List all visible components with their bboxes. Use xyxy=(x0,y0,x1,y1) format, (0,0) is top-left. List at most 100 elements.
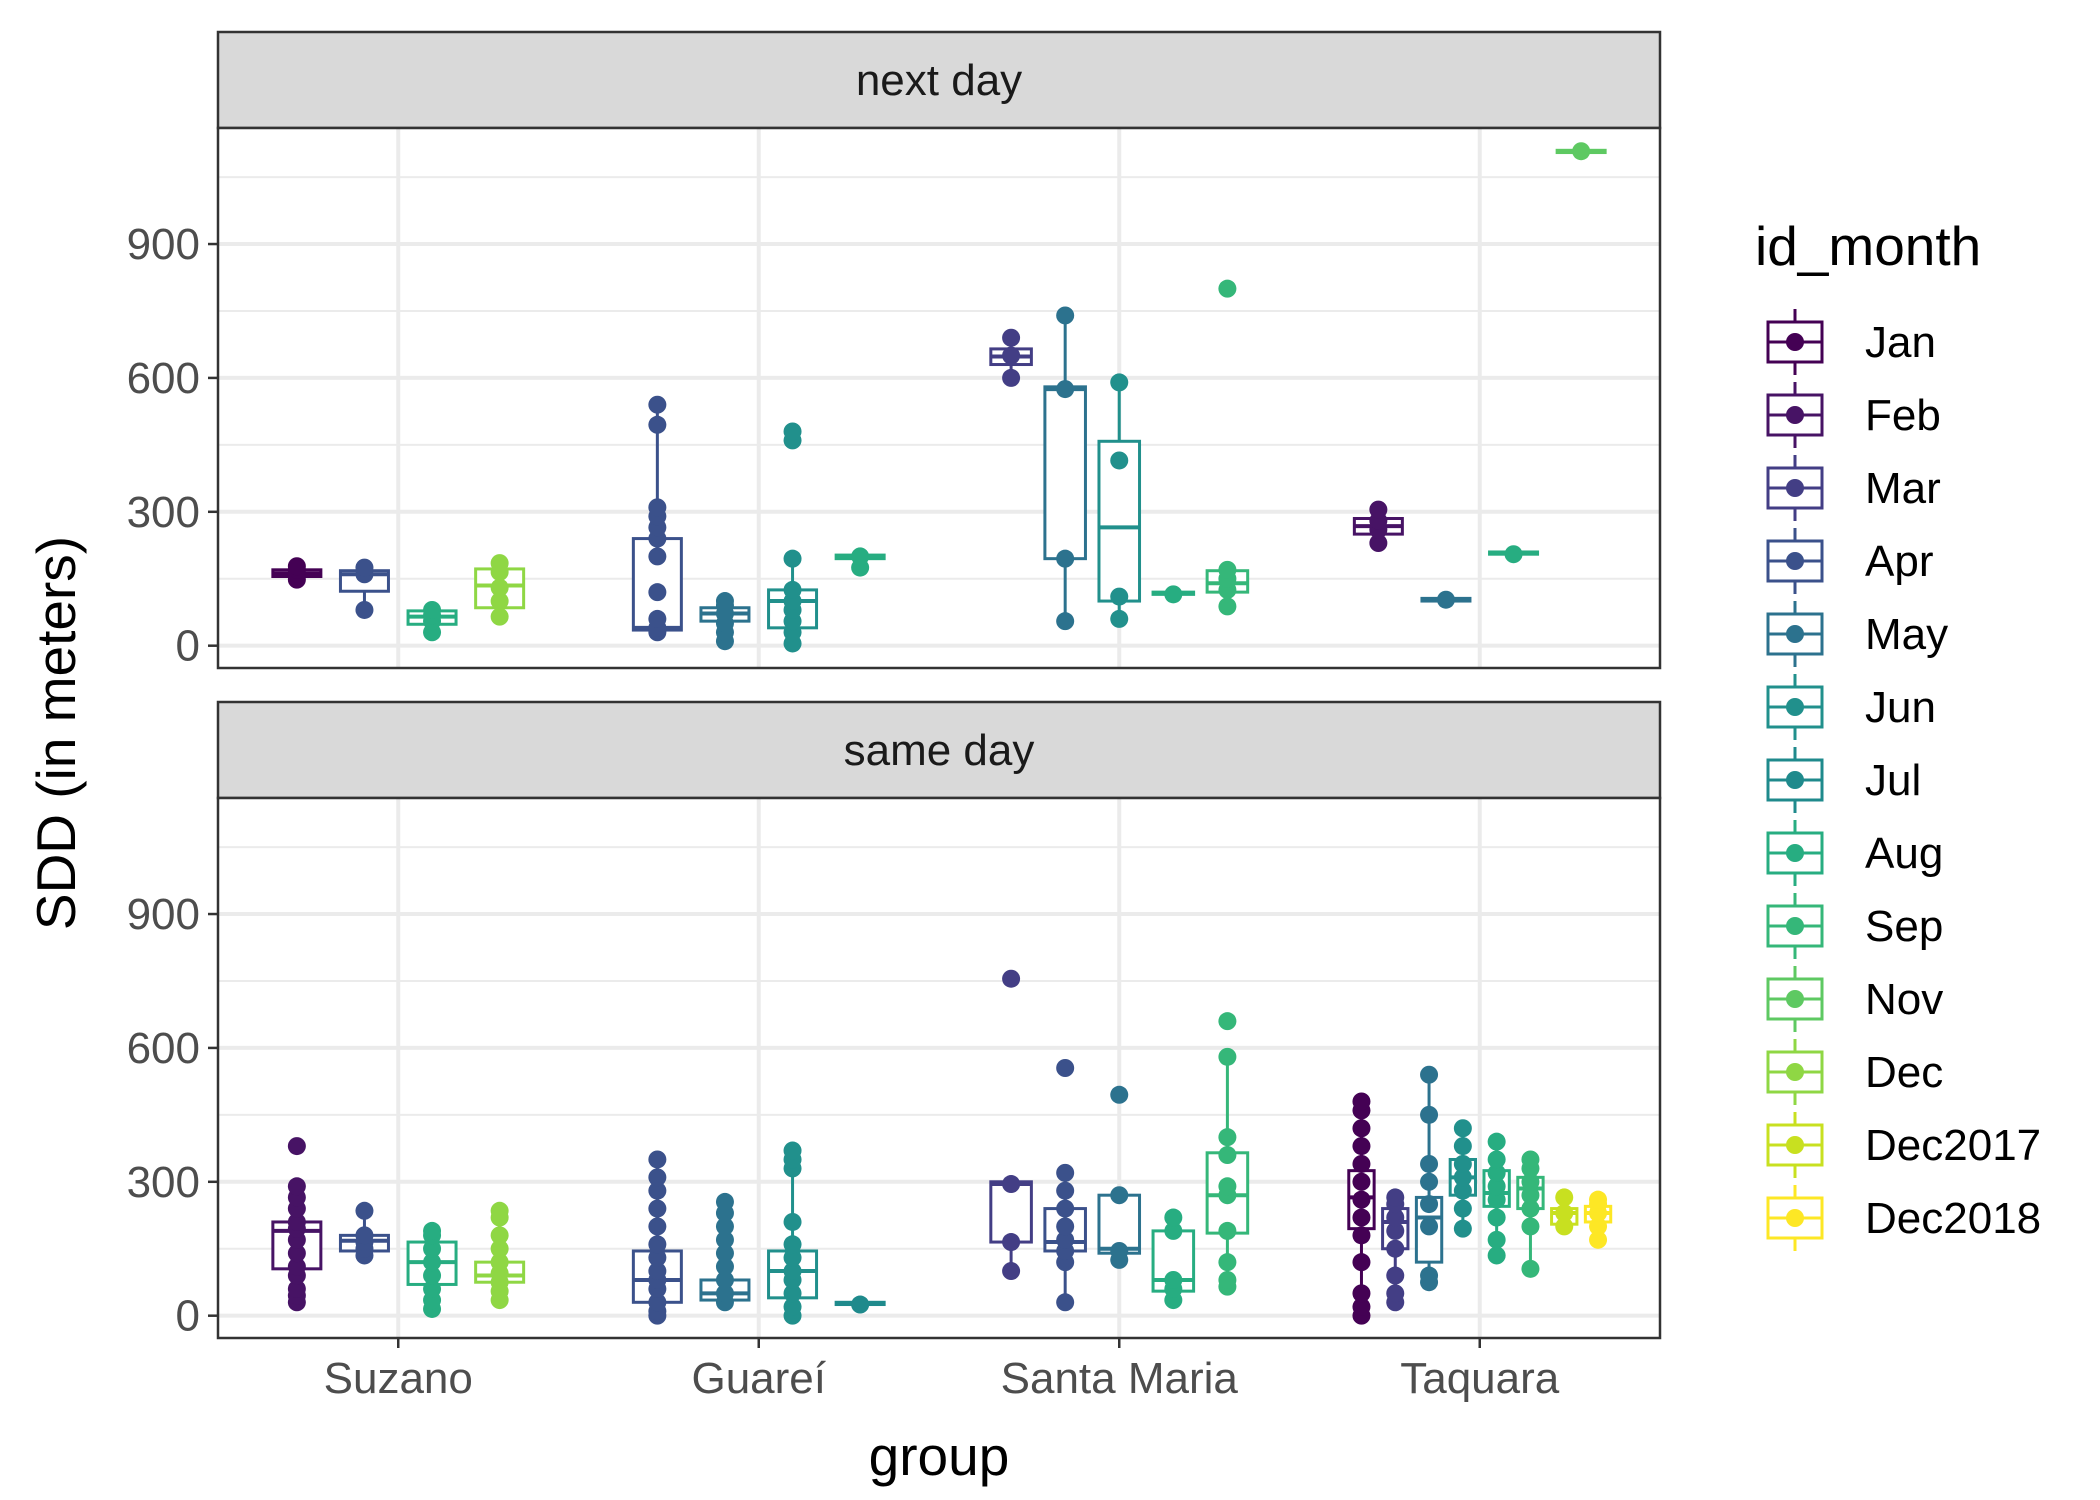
data-point xyxy=(783,1212,802,1231)
data-point xyxy=(1110,373,1129,392)
box-santa-maria-jun xyxy=(1097,373,1142,628)
data-point xyxy=(1218,1253,1237,1272)
x-tick-label-taquara: Taquara xyxy=(1400,1354,1560,1403)
panel-border-next-day xyxy=(216,126,1662,670)
data-point xyxy=(1521,1150,1540,1169)
box-guarei-jun xyxy=(767,422,819,653)
data-point xyxy=(1555,1188,1574,1207)
data-point xyxy=(1352,1253,1371,1272)
box-taquara-nov xyxy=(1555,142,1607,161)
data-point xyxy=(1056,306,1075,325)
legend-item-feb: Feb xyxy=(1766,382,1941,448)
data-point xyxy=(1164,585,1183,604)
legend-key-point xyxy=(1786,698,1804,716)
data-point xyxy=(1386,1284,1405,1303)
data-point xyxy=(1352,1190,1371,1209)
data-point xyxy=(1002,1262,1021,1281)
data-point xyxy=(1056,1230,1075,1249)
data-point xyxy=(1056,380,1075,399)
data-point xyxy=(1572,142,1591,161)
data-point xyxy=(715,592,734,611)
box-santa-maria-may xyxy=(1043,306,1087,631)
data-point xyxy=(1352,1154,1371,1173)
panel-same-day: same day 0 300 600 900 xyxy=(127,700,1662,1341)
data-point xyxy=(1420,1065,1439,1084)
data-point xyxy=(1487,1230,1506,1249)
y-tick-label: 300 xyxy=(127,488,200,537)
data-point xyxy=(1110,451,1129,470)
data-point xyxy=(851,1295,870,1314)
data-point xyxy=(1386,1208,1405,1227)
legend-item-nov: Nov xyxy=(1766,966,1943,1032)
data-point xyxy=(423,1266,442,1285)
box-suzano-aug xyxy=(406,1221,458,1318)
data-point xyxy=(1352,1172,1371,1191)
box-guarei-apr xyxy=(631,395,683,642)
y-tick-label: 600 xyxy=(127,1024,200,1073)
box-santa-maria-aug xyxy=(1151,1208,1196,1310)
data-point xyxy=(1218,1146,1237,1165)
data-point xyxy=(1487,1246,1506,1265)
box-santa-maria-mar xyxy=(989,969,1033,1281)
data-point xyxy=(783,1284,802,1303)
panel-border-same-day xyxy=(216,796,1662,1340)
data-point xyxy=(648,498,667,517)
data-point xyxy=(1110,1186,1129,1205)
data-point xyxy=(1487,1150,1506,1169)
box-santa-maria-aug xyxy=(1151,585,1196,604)
data-point xyxy=(1352,1137,1371,1156)
box-suzano-aug xyxy=(406,600,458,642)
legend-label: Dec2018 xyxy=(1865,1194,2041,1243)
data-point xyxy=(490,1201,509,1220)
box-taquara-aug xyxy=(1488,545,1540,564)
data-point xyxy=(1521,1186,1540,1205)
data-point xyxy=(1487,1163,1506,1182)
legend-title: id_month xyxy=(1755,215,1981,277)
panel-next-day: next day 0 300 600 900 xyxy=(127,30,1662,671)
data-point xyxy=(1056,1293,1075,1312)
box-santa-maria-apr xyxy=(1043,1059,1087,1312)
x-axis: Suzano Guareí Santa Maria Taquara xyxy=(324,1338,1560,1403)
data-point xyxy=(783,1248,802,1267)
data-point xyxy=(423,1253,442,1272)
data-point xyxy=(1453,1219,1472,1238)
data-point xyxy=(715,1270,734,1289)
strip-label-same-day: same day xyxy=(844,726,1035,775)
data-point xyxy=(1164,1221,1183,1240)
data-point xyxy=(1110,1241,1129,1260)
legend-item-dec2017: Dec2017 xyxy=(1766,1112,2041,1178)
data-point xyxy=(1453,1199,1472,1218)
legend-label: Sep xyxy=(1865,902,1943,951)
data-point xyxy=(1218,279,1237,298)
data-point xyxy=(648,415,667,434)
data-point xyxy=(715,1192,734,1211)
data-point xyxy=(1521,1172,1540,1191)
box-taquara-sep xyxy=(1516,1150,1545,1278)
box-guarei-may xyxy=(699,592,751,651)
data-point xyxy=(1002,1175,1021,1194)
data-point xyxy=(1056,1163,1075,1182)
box-iqr xyxy=(1043,385,1087,561)
y-tick-label: 900 xyxy=(127,220,200,269)
data-point xyxy=(1420,1105,1439,1124)
data-point xyxy=(1352,1208,1371,1227)
data-point xyxy=(1352,1092,1371,1111)
data-point xyxy=(1420,1172,1439,1191)
data-point xyxy=(783,549,802,568)
data-point xyxy=(1352,1297,1371,1316)
data-point xyxy=(715,1284,734,1303)
box-santa-maria-mar xyxy=(989,328,1033,387)
legend-key-point xyxy=(1786,917,1804,935)
box-taquara-jun xyxy=(1448,1119,1478,1238)
data-point xyxy=(1110,609,1129,628)
data-point xyxy=(1218,560,1237,579)
box-suzano-dec xyxy=(474,554,526,626)
data-point xyxy=(648,583,667,602)
data-point xyxy=(287,1177,306,1196)
data-point xyxy=(1218,1177,1237,1196)
data-point xyxy=(1369,500,1388,519)
data-point xyxy=(423,1221,442,1240)
data-point xyxy=(355,1201,374,1220)
legend-key-point xyxy=(1786,771,1804,789)
grid-next-day xyxy=(218,128,1660,668)
